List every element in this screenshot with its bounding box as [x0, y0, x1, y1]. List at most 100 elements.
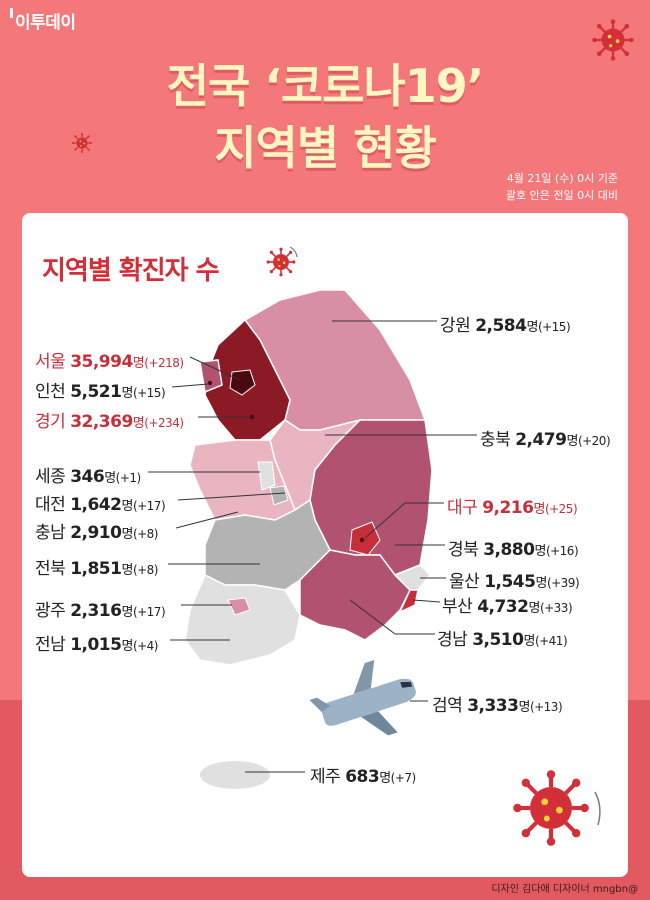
region-jeonnam	[184, 573, 301, 666]
region-daejeon	[269, 485, 289, 506]
region-count: 32,369	[70, 412, 133, 432]
unit: 명	[121, 605, 133, 620]
region-name: 검역	[432, 696, 463, 716]
region-name: 대전	[35, 495, 66, 515]
region-ulsan	[393, 564, 432, 591]
virus-icon-bottom-right	[513, 770, 589, 846]
label-chungnam: 충남 2,910명(+8)	[35, 518, 159, 543]
label-chungbuk: 충북 2,479명(+20)	[480, 425, 611, 450]
region-increase: (+8)	[132, 527, 159, 541]
region-count: 683	[345, 767, 380, 787]
label-seoul: 서울 35,994명(+218)	[35, 347, 184, 372]
logo-mark	[10, 8, 13, 18]
label-quarantine: 검역 3,333명(+13)	[432, 691, 563, 716]
unit: 명	[121, 499, 133, 514]
motion-mark-small-icon	[289, 246, 298, 258]
title-line-2: 지역별 현황	[214, 121, 437, 175]
region-increase: (+15)	[132, 386, 166, 400]
region-count: 2,910	[70, 523, 122, 543]
unit: 명	[121, 386, 133, 401]
unit: 명	[523, 634, 535, 649]
region-count: 35,994	[70, 352, 133, 372]
date-note: 4월 21일 (수) 0시 기준 괄호 안은 전일 0시 대비	[506, 170, 618, 204]
region-name: 전북	[35, 559, 66, 579]
region-increase: (+1)	[115, 471, 142, 485]
region-count: 3,880	[483, 540, 535, 560]
label-busan: 부산 4,732명(+33)	[442, 592, 573, 617]
region-count: 9,216	[482, 498, 534, 518]
region-increase: (+7)	[390, 771, 417, 785]
region-name: 전남	[35, 635, 66, 655]
region-name: 서울	[35, 352, 66, 372]
publisher-logo: 이투데이	[10, 8, 76, 33]
label-jeonbuk: 전북 1,851명(+8)	[35, 554, 159, 579]
region-count: 1,545	[484, 572, 536, 592]
label-gyeongnam: 경남 3,510명(+41)	[437, 625, 568, 650]
label-jeonnam: 전남 1,015명(+4)	[35, 630, 159, 655]
unit: 명	[121, 527, 133, 542]
region-count: 5,521	[70, 382, 122, 402]
region-name: 충북	[480, 430, 511, 450]
region-count: 1,851	[70, 559, 122, 579]
label-incheon: 인천 5,521명(+15)	[35, 377, 166, 402]
region-count: 3,333	[467, 696, 519, 716]
label-gyeonggi: 경기 32,369명(+234)	[35, 407, 184, 432]
label-ulsan: 울산 1,545명(+39)	[449, 567, 580, 592]
region-increase: (+20)	[577, 434, 611, 448]
unit: 명	[104, 471, 116, 486]
airplane-icon	[309, 660, 416, 736]
unit: 명	[533, 502, 545, 517]
label-sejong: 세종 346명(+1)	[35, 462, 141, 487]
region-count: 2,316	[70, 601, 122, 621]
region-name: 제주	[310, 767, 341, 787]
region-increase: (+16)	[545, 544, 579, 558]
region-increase: (+13)	[529, 700, 563, 714]
unit: 명	[535, 576, 547, 591]
region-name: 경남	[437, 630, 468, 650]
region-increase: (+41)	[534, 634, 568, 648]
region-increase: (+33)	[539, 601, 573, 615]
unit: 명	[526, 320, 538, 335]
label-gangwon: 강원 2,584명(+15)	[440, 311, 571, 336]
label-gwangju: 광주 2,316명(+17)	[35, 596, 166, 621]
region-increase: (+8)	[132, 563, 159, 577]
unit: 명	[528, 601, 540, 616]
region-name: 광주	[35, 601, 66, 621]
label-gyeongbuk: 경북 3,880명(+16)	[448, 535, 579, 560]
region-name: 울산	[449, 572, 480, 592]
region-increase: (+39)	[546, 576, 580, 590]
motion-mark-icon	[594, 791, 601, 826]
label-daejeon: 대전 1,642명(+17)	[35, 490, 166, 515]
region-count: 1,015	[70, 635, 122, 655]
unit: 명	[518, 700, 530, 715]
region-increase: (+234)	[144, 416, 184, 430]
region-daegu	[349, 521, 381, 556]
virus-icon-heading	[265, 246, 297, 278]
region-count: 1,642	[70, 495, 122, 515]
region-increase: (+17)	[132, 605, 166, 619]
region-jeju	[200, 761, 270, 789]
section-heading: 지역별 확진자 수	[42, 256, 220, 286]
region-count: 3,510	[472, 630, 524, 650]
leader-lines	[148, 320, 477, 773]
label-daegu: 대구 9,216명(+25)	[447, 493, 578, 518]
unit: 명	[566, 434, 578, 449]
title-line-1: 전국 ‘코로나19’	[166, 59, 485, 113]
logo-text: 이투데이	[15, 13, 76, 33]
region-name: 경북	[448, 540, 479, 560]
region-name: 대구	[447, 498, 478, 518]
region-increase: (+218)	[144, 356, 184, 370]
region-name: 강원	[440, 316, 471, 336]
region-name: 인천	[35, 382, 66, 402]
unit: 명	[121, 639, 133, 654]
region-count: 4,732	[477, 597, 529, 617]
region-sejong	[257, 461, 276, 491]
region-count: 2,479	[515, 430, 567, 450]
region-increase: (+25)	[544, 502, 578, 516]
unit: 명	[132, 356, 145, 371]
unit: 명	[121, 563, 133, 578]
unit: 명	[534, 544, 546, 559]
region-name: 충남	[35, 523, 66, 543]
unit: 명	[379, 771, 391, 786]
